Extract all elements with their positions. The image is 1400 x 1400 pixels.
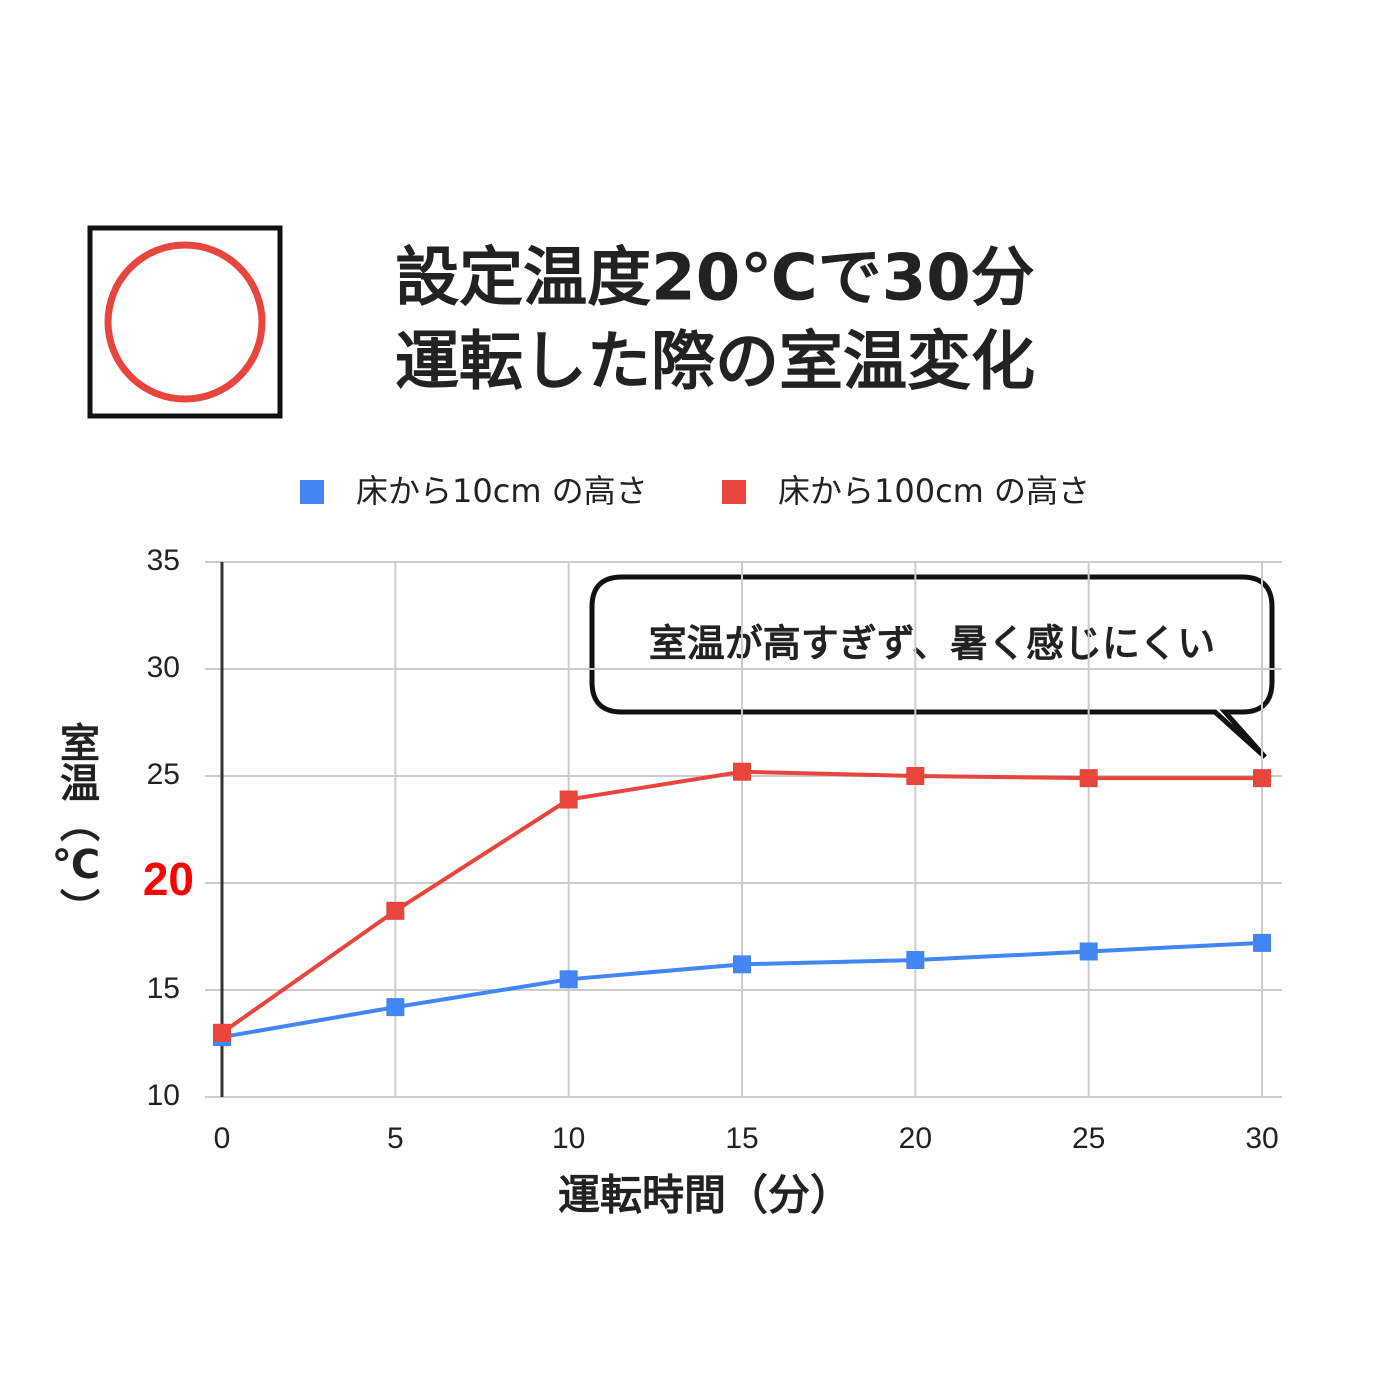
legend-swatch	[722, 480, 746, 504]
y-tick-label: 25	[147, 758, 180, 791]
marker	[1253, 933, 1271, 952]
y-tick-label: 35	[147, 544, 180, 577]
x-tick-label: 30	[1245, 1122, 1278, 1155]
marker	[906, 951, 925, 970]
plot: 10 15 20 25 30 35 0 5 10 15 20 25 30 床から10cm の高さ 床から10…	[143, 472, 1282, 1155]
marker	[386, 998, 405, 1017]
annotation: 室温が高すぎず、暑く感じにくい	[649, 622, 1216, 666]
marker	[213, 1023, 231, 1042]
marker	[386, 901, 405, 920]
circle-mark	[104, 241, 266, 403]
y-tick-label: 20	[143, 853, 194, 905]
y-axis-label: 室温（℃）	[53, 722, 100, 928]
marker	[559, 970, 578, 989]
marker	[906, 767, 925, 785]
marker	[733, 762, 751, 781]
legend-label: 床から10cm の高さ	[356, 472, 648, 510]
x-tick-label: 15	[725, 1122, 758, 1155]
icon-frame	[87, 225, 283, 419]
speech-bubble	[589, 574, 1275, 759]
chart-title: 運転した際の室温変化	[395, 326, 1035, 400]
x-axis-label: 運転時間（分）	[558, 1171, 852, 1220]
x-tick-label: 10	[552, 1122, 585, 1155]
y-tick-label: 10	[147, 1079, 180, 1112]
y-tick-label: 30	[147, 651, 180, 684]
x-tick-label: 5	[387, 1122, 404, 1155]
x-tick-label: 20	[899, 1122, 932, 1155]
x-tick-label: 25	[1072, 1122, 1105, 1155]
legend-label: 床から100cm の高さ	[778, 472, 1090, 510]
marker	[1079, 769, 1098, 788]
marker	[559, 790, 578, 809]
marker	[733, 955, 751, 974]
y-tick-label: 15	[147, 972, 180, 1005]
chart-title: 設定温度20℃で30分	[395, 242, 1035, 316]
legend-swatch	[300, 480, 324, 504]
marker	[1253, 769, 1271, 788]
marker	[1079, 942, 1098, 961]
x-tick-label: 0	[214, 1122, 231, 1155]
